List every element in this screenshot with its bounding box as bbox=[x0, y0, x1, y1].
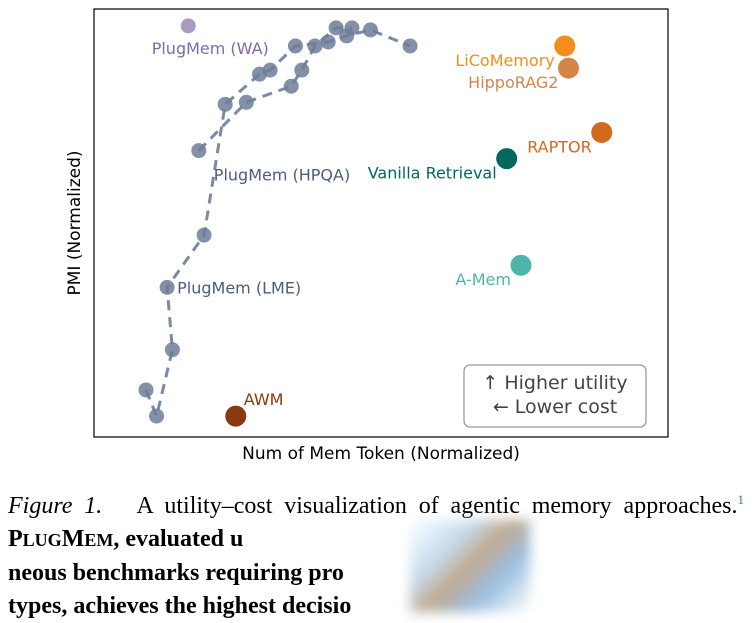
caption-figure-label: Figure 1. bbox=[8, 493, 103, 519]
caption-bold-name: PLUGMEM bbox=[8, 526, 114, 552]
chart-marks: PlugMem (LME) PlugMem (HPQA) PlugMem (WA) L… bbox=[138, 18, 613, 427]
figure-caption: Figure 1. A utility–cost visualization o… bbox=[8, 483, 744, 623]
plugmem-hpqa-point bbox=[328, 20, 344, 36]
plugmem-hpqa-label: PlugMem (HPQA) bbox=[214, 166, 350, 185]
plot-frame bbox=[93, 8, 669, 438]
plugmem-hpqa-point bbox=[344, 20, 360, 36]
plugmem-lme-line bbox=[144, 28, 411, 422]
awm-label: AWM bbox=[244, 390, 284, 409]
blur-overlay bbox=[410, 520, 530, 612]
caption-bold-3: types, achieves the highest decisio bbox=[8, 593, 352, 619]
hipporag2-point bbox=[557, 57, 579, 79]
caption-bold-2: neous benchmarks requiring pro bbox=[8, 560, 344, 586]
caption-footnote[interactable]: 1 bbox=[737, 492, 744, 507]
plugmem-hpqa-point bbox=[294, 62, 310, 78]
y-axis-label: PMI (Normalized) bbox=[65, 150, 85, 295]
plugmem-hpqa-point bbox=[238, 94, 254, 110]
plugmem-lme-point bbox=[164, 342, 180, 358]
plugmem-hpqa-point bbox=[307, 38, 323, 54]
raptor-point bbox=[591, 121, 613, 143]
plugmem-lme-point bbox=[402, 38, 418, 54]
vanilla-retrieval-point bbox=[496, 148, 518, 170]
plugmem-lme-point bbox=[262, 62, 278, 78]
plugmem-lme-label: PlugMem (LME) bbox=[177, 278, 301, 297]
plugmem-lme-point bbox=[217, 96, 233, 112]
plugmem-wa-point bbox=[180, 18, 196, 34]
legend-box: ↑ Higher utility ← Lower cost bbox=[463, 364, 647, 428]
vanilla-retrieval-label: Vanilla Retrieval bbox=[368, 164, 497, 183]
plugmem-lme-point bbox=[149, 408, 165, 424]
plugmem-lme-point bbox=[138, 382, 154, 398]
plugmem-lme-point bbox=[362, 22, 378, 38]
awm-point bbox=[225, 405, 247, 427]
caption-text: A utility–cost visualization of agentic … bbox=[136, 493, 738, 519]
x-axis-label: Num of Mem Token (Normalized) bbox=[242, 444, 520, 464]
annotation-utility: ↑ Higher utility bbox=[482, 372, 627, 394]
plugmem-lme-point bbox=[196, 227, 212, 243]
plugmem-hpqa-point bbox=[283, 78, 299, 94]
raptor-label: RAPTOR bbox=[527, 137, 592, 156]
plugmem-lme-point bbox=[287, 38, 303, 54]
annotation-cost: ← Lower cost bbox=[493, 396, 617, 418]
chart: PlugMem (LME) PlugMem (HPQA) PlugMem (WA) L… bbox=[65, 8, 669, 464]
plugmem-lme-point bbox=[320, 34, 336, 50]
licomemory-point bbox=[554, 35, 576, 57]
licomemory-label: LiCoMemory bbox=[455, 51, 554, 70]
plugmem-lme-point bbox=[159, 279, 175, 295]
plugmem-hpqa-point bbox=[191, 143, 207, 159]
hipporag2-label: HippoRAG2 bbox=[468, 73, 558, 92]
plugmem-wa-label: PlugMem (WA) bbox=[152, 39, 269, 58]
caption-bold-1: , evaluated u bbox=[113, 526, 244, 552]
a-mem-label: A-Mem bbox=[455, 270, 511, 289]
a-mem-point bbox=[510, 254, 532, 276]
